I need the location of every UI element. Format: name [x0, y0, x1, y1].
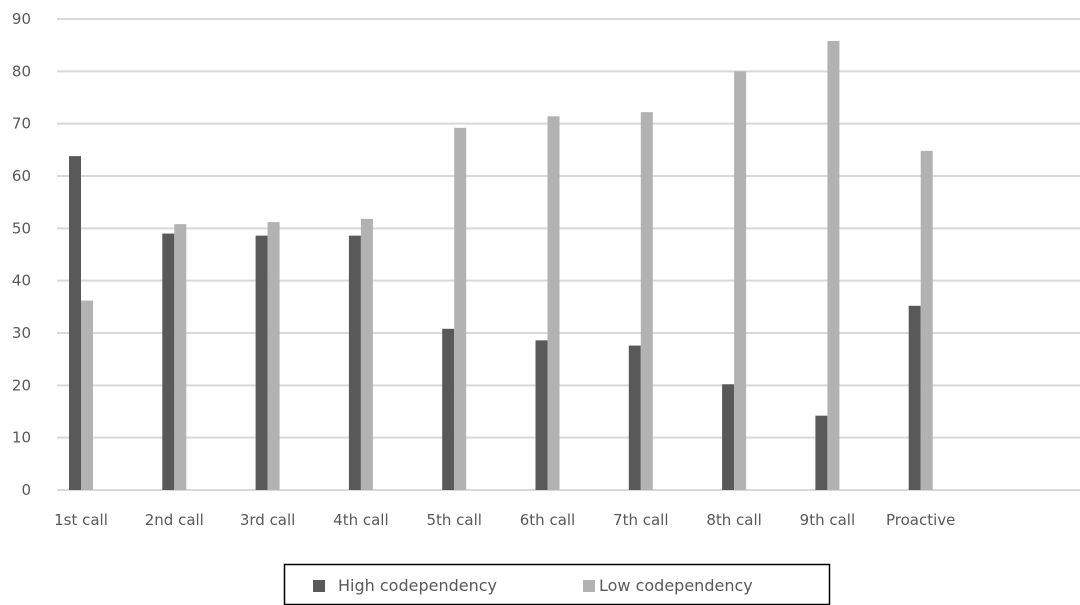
legend-swatch-low-codependency	[583, 580, 595, 592]
y-tick-label: 90	[12, 10, 31, 28]
x-tick-label: 4th call	[333, 511, 388, 529]
bar-low-codependency-2nd-call	[174, 224, 187, 490]
bar-low-codependency-9th-call	[827, 40, 840, 490]
bar-low-codependency-proactive	[920, 150, 933, 490]
y-tick-label: 40	[12, 272, 31, 290]
bar-high-codependency-proactive	[908, 305, 921, 490]
y-tick-label: 10	[12, 429, 31, 447]
y-tick-label: 0	[21, 481, 31, 499]
x-tick-label: 5th call	[426, 511, 481, 529]
bar-high-codependency-4th-call	[348, 235, 361, 490]
bar-low-codependency-3rd-call	[267, 222, 280, 490]
x-axis-tick-labels: 1st call 2nd call 3rd call 4th call 5th call…	[54, 511, 955, 529]
bar-high-codependency-9th-call	[815, 415, 828, 490]
legend-label-low-codependency: Low codependency	[599, 576, 753, 595]
legend-border	[283, 563, 831, 605]
bar-low-codependency-6th-call	[547, 116, 560, 490]
gridlines	[57, 18, 1080, 491]
y-tick-label: 20	[12, 376, 31, 394]
x-tick-label: 3rd call	[240, 511, 296, 529]
y-tick-label: 70	[12, 115, 31, 133]
bar-high-codependency-5th-call	[442, 328, 455, 490]
x-tick-label: 8th call	[706, 511, 761, 529]
bar-low-codependency-8th-call	[734, 71, 747, 490]
bars	[69, 40, 933, 491]
bar-high-codependency-7th-call	[628, 345, 641, 490]
legend-label-high-codependency: High codependency	[338, 576, 497, 595]
x-tick-label: 1st call	[54, 511, 108, 529]
bar-high-codependency-6th-call	[535, 340, 548, 490]
bar-high-codependency-2nd-call	[162, 233, 175, 491]
bar-high-codependency-1st-call	[69, 156, 81, 490]
legend-swatch-high-codependency	[313, 580, 325, 592]
y-tick-label: 50	[12, 219, 31, 237]
x-tick-label: 2nd call	[145, 511, 204, 529]
bar-low-codependency-7th-call	[640, 112, 653, 491]
y-tick-label: 80	[12, 62, 31, 80]
x-tick-label: 9th call	[800, 511, 855, 529]
bar-high-codependency-3rd-call	[255, 235, 268, 490]
bar-high-codependency-8th-call	[722, 384, 735, 490]
y-axis-tick-labels: 0 10 20 30 40 50 60 70 80 90	[12, 10, 31, 499]
bar-low-codependency-1st-call	[81, 300, 93, 490]
x-tick-label: Proactive	[886, 511, 955, 529]
bar-low-codependency-4th-call	[360, 218, 373, 490]
x-tick-label: 6th call	[520, 511, 575, 529]
x-tick-label: 7th call	[613, 511, 668, 529]
y-tick-label: 60	[12, 167, 31, 185]
bar-low-codependency-5th-call	[454, 127, 467, 490]
y-tick-label: 30	[12, 324, 31, 342]
legend: High codependency Low codependency	[283, 563, 831, 605]
